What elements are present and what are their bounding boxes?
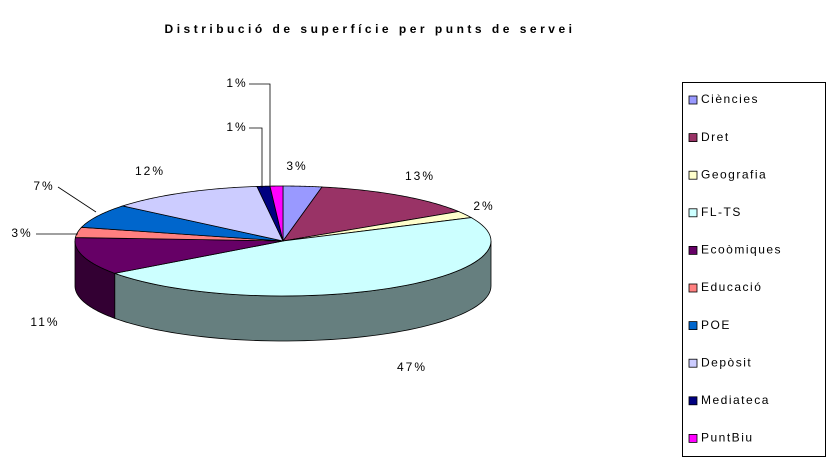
- data-label: 12%: [135, 164, 165, 178]
- legend-label: Mediateca: [701, 393, 770, 407]
- leader-line: [57, 186, 97, 213]
- legend-swatch: [688, 170, 698, 180]
- legend-label: Ecoòmiques: [701, 243, 782, 257]
- legend-swatch: [688, 321, 698, 331]
- data-label: 3%: [11, 226, 32, 240]
- pie-slice: [121, 186, 284, 242]
- data-label: 1%: [226, 120, 247, 134]
- data-label: 7%: [33, 179, 54, 193]
- legend-swatch: [688, 245, 698, 255]
- pie-slice: [80, 205, 284, 242]
- legend-swatch: [688, 95, 698, 105]
- pie-slice: [282, 186, 461, 242]
- legend-label: Depòsit: [701, 355, 752, 369]
- legend-swatch: [688, 433, 698, 443]
- legend-swatch: [688, 358, 698, 368]
- legend-swatch: [688, 396, 698, 406]
- legend-label: Geografia: [701, 167, 767, 181]
- pie-slice: [282, 211, 473, 242]
- pie-slice: [269, 185, 284, 242]
- data-label: 13%: [405, 169, 435, 183]
- data-label: 11%: [30, 315, 59, 329]
- legend-swatch: [688, 283, 698, 293]
- legend-label: Ciències: [701, 92, 759, 106]
- legend-label: FL-TS: [701, 205, 742, 219]
- legend-label: Dret: [701, 130, 730, 144]
- chart-title: Distribució de superfície per punts de s…: [165, 22, 576, 36]
- legend-label: Educació: [701, 280, 762, 294]
- legend-swatch: [688, 133, 698, 143]
- legend-swatch: [688, 208, 698, 218]
- legend-label: POE: [701, 318, 731, 332]
- data-label: 2%: [473, 199, 494, 213]
- data-label: 3%: [286, 159, 307, 173]
- leader-line: [249, 127, 263, 188]
- data-label: 47%: [397, 360, 427, 374]
- pie-slice: [256, 185, 284, 242]
- legend-box: [682, 82, 826, 457]
- legend-label: PuntBiu: [701, 431, 754, 445]
- pie-slice: [74, 237, 284, 274]
- leader-line: [249, 83, 271, 187]
- pie-slice: [113, 217, 492, 297]
- data-label: 1%: [226, 76, 247, 90]
